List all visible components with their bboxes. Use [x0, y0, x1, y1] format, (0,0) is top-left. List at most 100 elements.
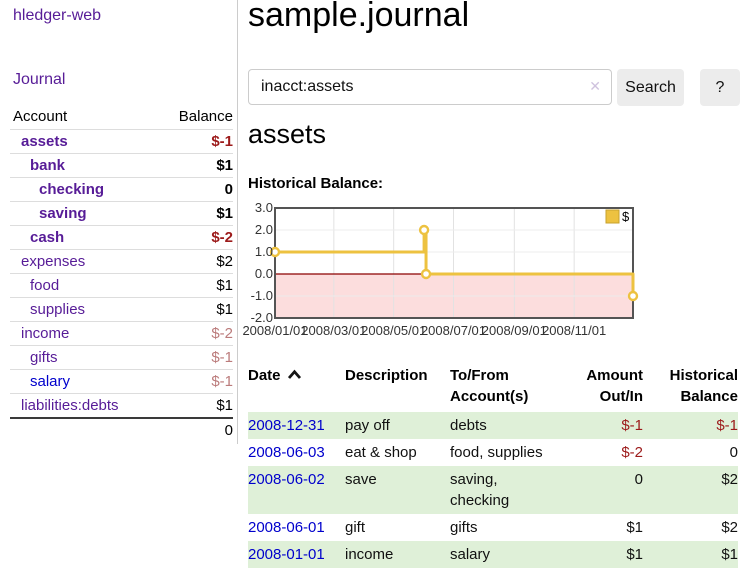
account-link-food[interactable]: food — [30, 277, 60, 294]
account-balance: $1 — [216, 397, 233, 414]
register-column-balance: Historical Balance — [669, 367, 738, 405]
transaction-date-link[interactable]: 2008-06-02 — [248, 471, 325, 488]
transaction-description: save — [345, 471, 377, 488]
account-link-liabilities-debts[interactable]: liabilities:debts — [21, 397, 119, 414]
register-column-date[interactable]: Date — [248, 363, 345, 412]
y-axis-tick-label: 1.0 — [254, 244, 273, 259]
account-row: supplies $1 — [10, 297, 233, 321]
x-axis-tick-label: 2008/03/01 — [301, 323, 367, 338]
transaction-amount: $1 — [626, 519, 643, 536]
search-input[interactable] — [248, 69, 612, 105]
register-row: 2008-06-03 eat & shop food, supplies $-2 0 — [248, 439, 738, 466]
transaction-amount: 0 — [634, 471, 643, 488]
transaction-date-link[interactable]: 2008-01-01 — [248, 546, 325, 563]
register-column-description: Description — [345, 367, 428, 384]
transaction-balance: $-1 — [716, 417, 738, 434]
register-row: 2008-01-01 income salary $1 $1 — [248, 541, 738, 568]
help-button[interactable]: ? — [700, 69, 740, 106]
transaction-accounts: salary — [450, 546, 491, 563]
account-link-income[interactable]: income — [21, 325, 70, 342]
account-row: assets $-1 — [10, 129, 233, 153]
transaction-description: income — [345, 546, 394, 563]
account-balance: $-2 — [211, 325, 233, 342]
transaction-accounts: food, supplies — [450, 444, 543, 461]
account-row: expenses $2 — [10, 249, 233, 273]
register-row: 2008-12-31 pay off debts $-1 $-1 — [248, 412, 738, 439]
account-row: income $-2 — [10, 321, 233, 345]
account-link-checking[interactable]: checking — [39, 181, 105, 198]
x-axis-tick-label: 2008/05/01 — [361, 323, 427, 338]
register-row: 2008-06-01 gift gifts $1 $2 — [248, 514, 738, 541]
account-row: cash $-2 — [10, 225, 233, 249]
account-balance: $1 — [216, 205, 233, 222]
account-row: saving $1 — [10, 201, 233, 225]
search-field-wrap: ✕ — [248, 69, 612, 105]
accounts-column-balance: Balance — [178, 108, 233, 125]
x-axis-tick-label: 2008/09/01 — [481, 323, 547, 338]
register-column-date-label: Date — [248, 367, 281, 384]
account-balance: $-1 — [211, 373, 233, 390]
y-axis-tick-label: -1.0 — [250, 288, 273, 303]
accounts-total-row: 0 — [10, 417, 233, 441]
register-row: 2008-06-02 save saving, checking 0 $2 — [248, 466, 738, 514]
transaction-date-link[interactable]: 2008-06-03 — [248, 444, 325, 461]
account-balance: $1 — [216, 157, 233, 174]
account-link-salary[interactable]: salary — [30, 373, 71, 390]
search-button[interactable]: Search — [617, 69, 684, 106]
account-link-supplies[interactable]: supplies — [30, 301, 86, 318]
transaction-date-link[interactable]: 2008-06-01 — [248, 519, 325, 536]
search-bar: ✕ Search ? — [248, 69, 742, 106]
transaction-balance: 0 — [729, 444, 738, 461]
register-header-row: Date Description To/From Account(s) Amou… — [248, 363, 738, 412]
transaction-accounts: gifts — [450, 519, 478, 536]
account-link-cash[interactable]: cash — [30, 229, 65, 246]
account-row: gifts $-1 — [10, 345, 233, 369]
nav-journal-link[interactable]: Journal — [13, 71, 66, 88]
account-balance: 0 — [224, 181, 233, 198]
transaction-amount: $-2 — [621, 444, 643, 461]
sort-ascending-icon — [287, 369, 301, 379]
brand-link[interactable]: hledger-web — [13, 7, 102, 24]
accounts-total-value: 0 — [224, 422, 233, 439]
transaction-balance: $2 — [721, 471, 738, 488]
accounts-column-account: Account — [13, 108, 68, 125]
account-balance: $2 — [216, 253, 233, 270]
account-balance: $-1 — [211, 133, 233, 150]
transaction-description: pay off — [345, 417, 390, 434]
y-axis-tick-label: 0.0 — [254, 266, 273, 281]
y-axis-tick-label: 2.0 — [254, 222, 273, 237]
register-table: Date Description To/From Account(s) Amou… — [248, 363, 738, 568]
transaction-description: gift — [345, 519, 366, 536]
page-title: sample.journal — [248, 0, 470, 34]
account-row: liabilities:debts $1 — [10, 393, 233, 417]
account-link-bank[interactable]: bank — [30, 157, 66, 174]
transaction-amount: $1 — [626, 546, 643, 563]
account-balance: $1 — [216, 301, 233, 318]
transaction-amount: $-1 — [621, 417, 643, 434]
account-title: assets — [248, 119, 327, 149]
account-balance: $1 — [216, 277, 233, 294]
sidebar: hledger-web Journal Account Balance asse… — [0, 0, 238, 444]
account-link-assets[interactable]: assets — [21, 133, 68, 150]
account-row: bank $1 — [10, 153, 233, 177]
transaction-balance: $2 — [721, 519, 738, 536]
x-axis-tick-label: 2008/01/01 — [242, 323, 308, 338]
historical-balance-chart: $ 3.0 2.0 1.0 0.0 -1.0 -2.0 2008/01/01 2008/03/… — [242, 199, 742, 339]
transaction-balance: $1 — [721, 546, 738, 563]
clear-search-icon[interactable]: ✕ — [589, 78, 601, 94]
accounts-rows: assets $-1 bank $1 checking 0 saving $1 cash $-2 e… — [10, 129, 233, 417]
account-balance: $-1 — [211, 349, 233, 366]
account-balance: $-2 — [211, 229, 233, 246]
chart-label: Historical Balance: — [248, 175, 384, 192]
transaction-date-link[interactable]: 2008-12-31 — [248, 417, 325, 434]
y-axis-tick-label: 3.0 — [254, 200, 273, 215]
transaction-accounts: debts — [450, 417, 487, 434]
account-link-expenses[interactable]: expenses — [21, 253, 86, 270]
account-link-gifts[interactable]: gifts — [30, 349, 58, 366]
account-link-saving[interactable]: saving — [39, 205, 87, 222]
register-column-accounts: To/From Account(s) — [450, 367, 529, 405]
accounts-table: Account Balance assets $-1 bank $1 checking 0… — [10, 104, 233, 441]
account-row: food $1 — [10, 273, 233, 297]
account-row: salary $-1 — [10, 369, 233, 393]
account-row: checking 0 — [10, 177, 233, 201]
